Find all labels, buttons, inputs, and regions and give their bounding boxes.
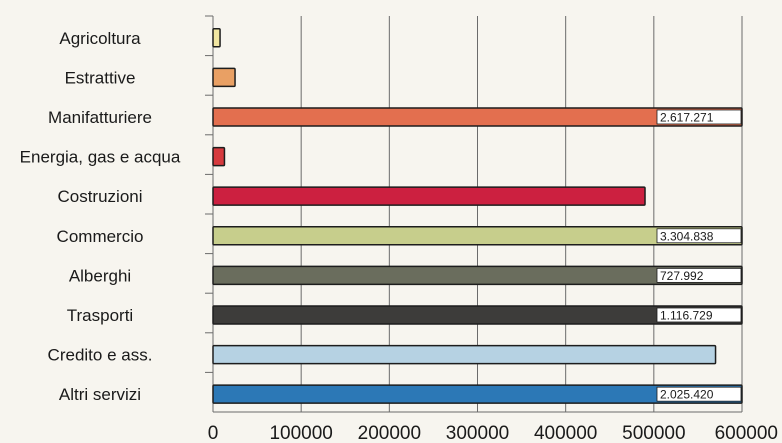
data-label: 2.025.420	[660, 388, 714, 402]
category-labels: Agricoltura Estrattive Manifatturiere Energ…	[20, 29, 181, 404]
category-label: Estrattive	[65, 68, 136, 87]
x-tick-label: 300000	[446, 423, 509, 443]
category-label: Costruzioni	[57, 187, 142, 206]
category-label: Energia, gas e acqua	[20, 148, 181, 167]
bar-agricoltura	[213, 29, 220, 47]
category-label: Alberghi	[69, 266, 131, 285]
x-tick-label: 500000	[622, 423, 685, 443]
category-label: Credito e ass.	[48, 346, 153, 365]
x-tick-label: 0	[208, 423, 219, 443]
bar-energia-gas-e-acqua	[213, 148, 224, 166]
x-tick-label: 200000	[358, 423, 421, 443]
category-label: Altri servizi	[59, 385, 141, 404]
x-tick-label: 600000	[715, 423, 778, 443]
x-tick-label: 400000	[534, 423, 597, 443]
x-tick-label: 100000	[269, 423, 332, 443]
data-label: 727.992	[660, 269, 704, 283]
category-label: Manifatturiere	[48, 108, 152, 127]
category-label: Agricoltura	[59, 29, 141, 48]
bar-costruzioni	[213, 187, 645, 205]
bar-estrattive	[213, 68, 235, 86]
data-label: 2.617.271	[660, 110, 714, 124]
x-tick-labels: 0 100000 200000 300000 400000 500000 600000	[208, 423, 778, 443]
bar-credito-e-ass	[213, 346, 716, 364]
category-label: Trasporti	[67, 306, 133, 325]
category-label: Commercio	[57, 227, 144, 246]
data-label: 3.304.838	[660, 229, 714, 243]
data-label: 1.116.729	[660, 308, 713, 322]
